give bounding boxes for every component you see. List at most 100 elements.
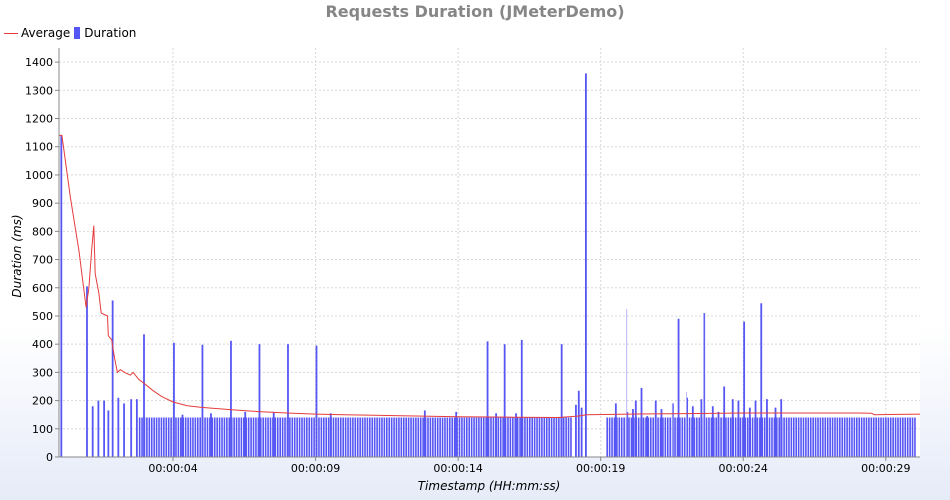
duration-bar (519, 417, 521, 457)
duration-bar (226, 417, 228, 457)
duration-bar (257, 417, 260, 457)
duration-bar (526, 417, 529, 457)
duration-bar (342, 417, 344, 457)
duration-bar (344, 417, 347, 457)
duration-bar-spike (111, 300, 114, 457)
duration-bar (897, 417, 899, 457)
duration-bar (642, 417, 645, 457)
duration-bar (524, 417, 526, 457)
duration-bar (892, 417, 894, 457)
duration-bar (906, 417, 909, 457)
duration-bar (378, 417, 381, 457)
duration-bar (209, 417, 211, 457)
duration-bar (398, 417, 400, 457)
duration-bar (841, 417, 844, 457)
average-line (59, 134, 921, 419)
duration-bar-spike (315, 345, 318, 457)
duration-bar (683, 417, 686, 457)
duration-bar (608, 417, 611, 457)
duration-bar-spike (486, 341, 489, 457)
duration-bar (284, 417, 286, 457)
duration-bar (659, 417, 662, 457)
duration-bar (887, 417, 890, 457)
duration-bar (279, 417, 281, 457)
duration-bar (650, 417, 652, 457)
duration-bar (674, 417, 676, 457)
duration-bar (666, 417, 669, 457)
duration-bar (415, 417, 417, 457)
duration-bar (332, 417, 335, 457)
x-tick-label: 00:00:14 (433, 462, 482, 475)
duration-bar-spike (646, 416, 649, 457)
duration-bar (446, 417, 449, 457)
duration-bar (727, 417, 730, 457)
duration-bar (613, 417, 616, 457)
duration-bar (475, 417, 478, 457)
duration-bar (485, 417, 487, 457)
legend: Average Duration (4, 25, 140, 41)
duration-bar (141, 417, 143, 457)
duration-bar (807, 417, 810, 457)
duration-bar (688, 417, 691, 457)
duration-bar-spike (743, 321, 746, 457)
duration-bar (751, 417, 754, 457)
duration-bar (623, 417, 625, 457)
duration-bar (548, 417, 550, 457)
duration-bar (860, 417, 863, 457)
duration-bar (407, 417, 410, 457)
duration-bar (788, 417, 790, 457)
duration-bar-spike (780, 399, 783, 457)
duration-bar (507, 417, 509, 457)
duration-bar (213, 417, 216, 457)
duration-bar (395, 417, 398, 457)
duration-bar (528, 417, 531, 457)
duration-bar (647, 417, 650, 457)
duration-bar (204, 417, 206, 457)
duration-bar (146, 417, 148, 457)
duration-bar (652, 417, 655, 457)
duration-bar (383, 417, 386, 457)
duration-bar (473, 417, 475, 457)
duration-bar (846, 417, 848, 457)
duration-bar (376, 417, 378, 457)
duration-bar (826, 417, 829, 457)
duration-bar-spike (258, 344, 261, 457)
duration-bar (444, 417, 446, 457)
duration-bar-spike (700, 399, 703, 457)
duration-bar (364, 417, 366, 457)
duration-bar (817, 417, 819, 457)
duration-bar (681, 417, 684, 457)
y-tick-label: 100 (32, 423, 53, 436)
duration-bar (909, 417, 911, 457)
duration-bar (402, 417, 405, 457)
chart-title: Requests Duration (JMeterDemo) (325, 2, 625, 21)
duration-bar-spike (455, 411, 458, 457)
duration-bar (478, 417, 480, 457)
duration-bar (218, 417, 221, 457)
duration-bar (167, 417, 170, 457)
duration-bar (296, 417, 298, 457)
y-tick-label: 1100 (25, 141, 53, 154)
duration-bar (221, 417, 223, 457)
duration-bar (914, 417, 916, 457)
duration-bar (720, 417, 722, 457)
duration-bar (843, 417, 846, 457)
duration-bar (361, 417, 364, 457)
duration-bar (289, 417, 291, 457)
duration-bar-spike (614, 403, 617, 457)
duration-bar-spike-thin (703, 313, 705, 457)
duration-bar (354, 417, 357, 457)
duration-bar (885, 417, 887, 457)
duration-bar (255, 417, 257, 457)
duration-bar (252, 417, 255, 457)
duration-bar-spike (287, 344, 289, 457)
duration-bar (902, 417, 904, 457)
duration-bar (809, 417, 812, 457)
duration-bar-spike (632, 409, 634, 457)
duration-bar (698, 417, 701, 457)
y-tick-label: 1300 (25, 84, 53, 97)
duration-bar (911, 417, 914, 457)
duration-bar (746, 417, 749, 457)
duration-bar (356, 417, 359, 457)
